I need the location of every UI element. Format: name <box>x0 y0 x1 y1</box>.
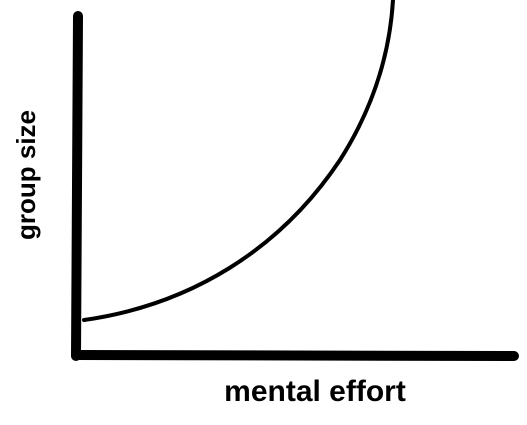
y-axis-label: group size <box>11 110 41 240</box>
x-axis <box>71 350 519 361</box>
x-axis-label: mental effort <box>224 375 406 408</box>
curve <box>82 0 395 322</box>
y-axis <box>71 11 83 361</box>
